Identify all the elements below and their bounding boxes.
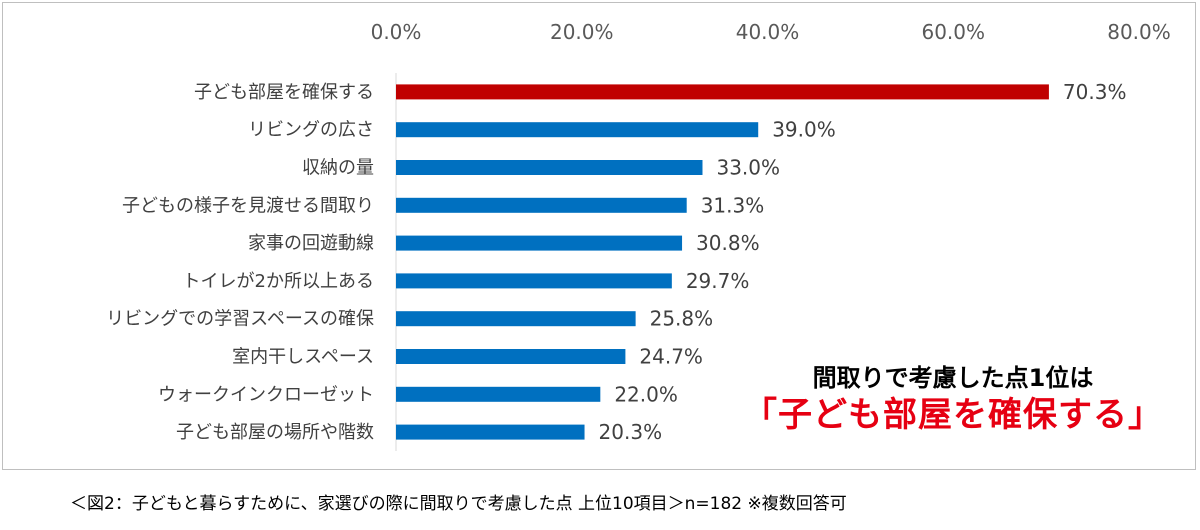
category-label: リビングでの学習スペースの確保 <box>106 309 374 330</box>
data-label: 20.3% <box>599 420 663 444</box>
bar-highlight <box>396 84 1049 100</box>
bar <box>396 235 683 251</box>
category-label: トイレが2か所以上ある <box>183 271 374 292</box>
figure-caption: ＜図2：子どもと暮らすために、家選びの際に間取りで考慮した点 上位10項目＞n=… <box>70 494 847 514</box>
data-label: 39.0% <box>772 118 836 142</box>
category-label: 室内干しスペース <box>232 347 374 368</box>
category-label: 子ども部屋を確保する <box>194 82 374 103</box>
data-label: 24.7% <box>639 345 703 369</box>
x-tick-label: 80.0% <box>1107 20 1171 44</box>
bar-chart: 0.0% 20.0% 40.0% 60.0% 80.0% 子ども部屋を確保する 70.3% リ… <box>106 20 1171 451</box>
chart-frame: 0.0% 20.0% 40.0% 60.0% 80.0% 子ども部屋を確保する 70.3% リ… <box>2 2 1196 470</box>
data-label: 30.8% <box>696 231 760 255</box>
category-label: 子ども部屋の場所や階数 <box>176 422 374 443</box>
category-label: 家事の回遊動線 <box>248 233 374 254</box>
bar <box>396 197 687 213</box>
bar <box>396 311 636 327</box>
bar <box>396 349 626 364</box>
category-label: 子どもの様子を見渡せる間取り <box>122 195 374 216</box>
data-label: 33.0% <box>716 156 780 180</box>
data-label: 22.0% <box>614 382 678 406</box>
data-label: 25.8% <box>650 307 714 331</box>
bar <box>396 122 759 138</box>
bar <box>396 424 585 440</box>
category-label: リビングの広さ <box>248 120 374 141</box>
x-tick-label: 40.0% <box>736 20 800 44</box>
x-tick-label: 20.0% <box>550 20 614 44</box>
callout-heading: 間取りで考慮した点1位は <box>812 364 1094 392</box>
category-label: 収納の量 <box>302 158 374 179</box>
bar <box>396 273 672 289</box>
bar <box>396 160 703 175</box>
callout: 間取りで考慮した点1位は 「子ども部屋を確保する」 <box>738 363 1168 437</box>
x-tick-label: 60.0% <box>921 20 985 44</box>
bar <box>396 386 601 402</box>
data-label: 29.7% <box>686 269 750 293</box>
category-label: ウォークインクローゼット <box>158 384 374 405</box>
data-label: 70.3% <box>1063 80 1127 104</box>
x-tick-label: 0.0% <box>371 20 422 44</box>
callout-highlight: 「子ども部屋を確保する」 <box>743 395 1163 435</box>
data-label: 31.3% <box>701 193 765 217</box>
